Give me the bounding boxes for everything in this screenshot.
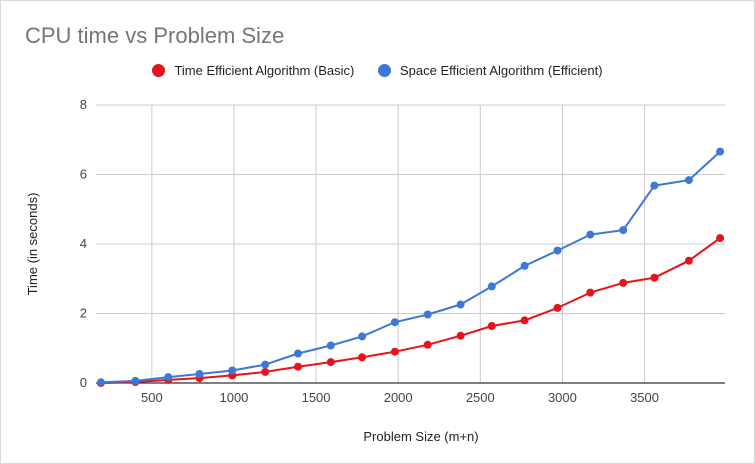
data-point-series-1[interactable] [228,366,237,375]
x-tick-label: 2500 [466,390,495,405]
data-point-series-1[interactable] [487,282,496,291]
data-point-series-1[interactable] [456,300,465,309]
data-point-series-1[interactable] [619,226,628,235]
data-point-series-0[interactable] [423,340,432,349]
series-line-1 [100,150,721,384]
data-point-series-1[interactable] [716,147,725,156]
legend-marker-basic [152,64,166,77]
data-point-series-0[interactable] [520,316,529,325]
y-tick-label: 4 [80,236,87,251]
x-tick-label: 3000 [548,390,577,405]
y-axis-ticks: 0 2 4 6 8 [80,97,87,390]
data-point-series-1[interactable] [520,261,529,270]
data-point-series-1[interactable] [423,310,432,319]
x-tick-label: 1000 [219,390,248,405]
data-point-series-1[interactable] [650,181,659,190]
data-point-series-1[interactable] [390,318,399,327]
chart-legend: Time Efficient Algorithm (Basic) Space E… [1,63,754,80]
data-point-series-0[interactable] [261,367,270,376]
data-point-series-1[interactable] [684,176,693,185]
series-points [96,147,725,387]
x-tick-label: 2000 [384,390,413,405]
data-point-series-0[interactable] [553,303,562,312]
data-point-series-0[interactable] [487,322,496,330]
gridlines [96,104,725,383]
chart-title: CPU time vs Problem Size [25,23,285,48]
legend-marker-efficient [377,64,391,77]
data-point-series-0[interactable] [326,358,335,367]
series-lines [100,150,721,384]
data-point-series-0[interactable] [586,288,595,297]
data-point-series-1[interactable] [164,373,173,382]
data-point-series-0[interactable] [294,362,302,371]
data-point-series-0[interactable] [716,234,725,243]
legend-label-basic: Time Efficient Algorithm (Basic) [174,63,355,78]
data-point-series-1[interactable] [358,332,367,341]
data-point-series-1[interactable] [195,370,204,378]
data-point-series-1[interactable] [131,376,140,385]
legend-item-efficient[interactable]: Space Efficient Algorithm (Efficient) [377,63,603,78]
data-point-series-1[interactable] [586,230,595,239]
legend-item-basic[interactable]: Time Efficient Algorithm (Basic) [152,63,354,78]
data-point-series-0[interactable] [619,278,628,287]
x-tick-label: 3500 [630,390,659,405]
legend-label-efficient: Space Efficient Algorithm (Efficient) [399,63,603,78]
data-point-series-1[interactable] [294,349,302,358]
y-tick-label: 0 [80,375,87,390]
y-tick-label: 2 [80,306,87,321]
y-axis-label: Time (in seconds) [25,193,40,296]
y-tick-label: 6 [80,167,87,182]
x-axis-ticks: 500 1000 1500 2000 2500 3000 3500 [141,390,659,405]
x-axis-label: Problem Size (m+n) [363,429,478,444]
data-point-series-0[interactable] [684,256,693,265]
data-point-series-0[interactable] [390,347,399,356]
data-point-series-0[interactable] [358,353,367,362]
x-tick-label: 1500 [302,390,331,405]
data-point-series-1[interactable] [261,360,270,369]
data-point-series-1[interactable] [553,246,562,255]
series-line-0 [100,237,721,384]
data-point-series-1[interactable] [96,378,105,387]
x-tick-label: 500 [141,390,163,405]
data-point-series-0[interactable] [650,273,659,282]
y-tick-label: 8 [80,97,87,112]
data-point-series-0[interactable] [456,331,465,340]
data-point-series-1[interactable] [326,341,335,350]
